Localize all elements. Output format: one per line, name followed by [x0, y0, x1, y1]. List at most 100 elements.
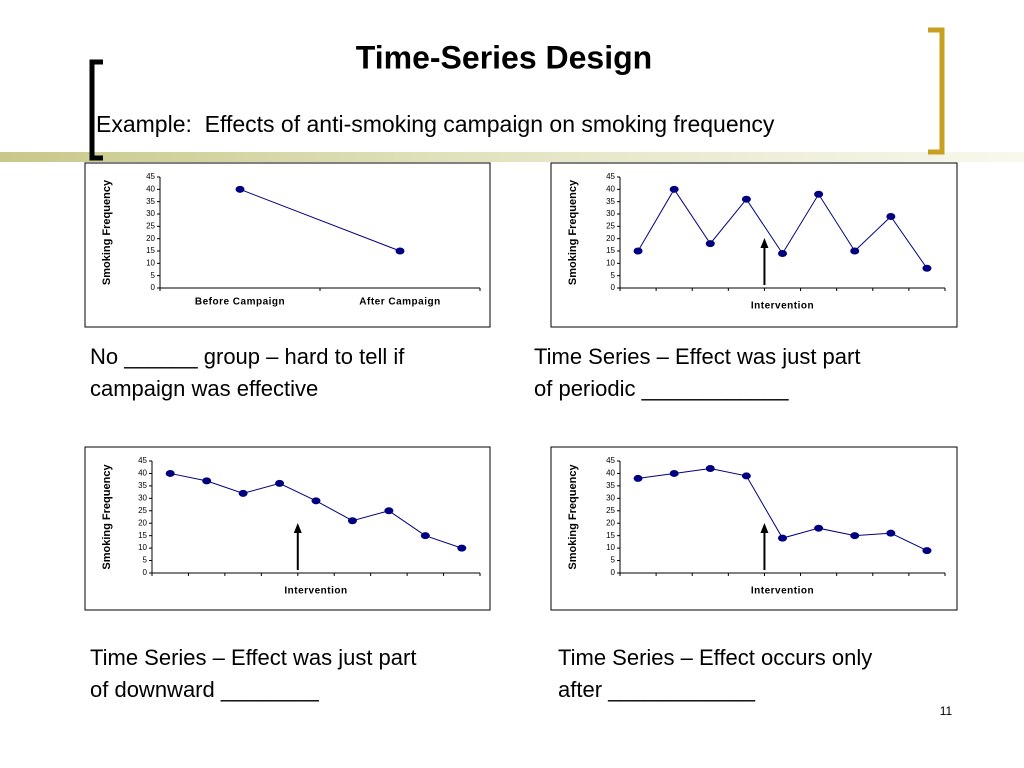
data-point	[705, 464, 715, 472]
y-tick-label: 15	[606, 246, 615, 255]
data-point	[814, 524, 824, 532]
data-point	[235, 185, 245, 193]
y-tick-label: 30	[606, 209, 615, 218]
data-point	[669, 185, 679, 193]
y-tick-label: 40	[606, 469, 615, 478]
header-bar	[0, 152, 1024, 162]
y-tick-label: 0	[151, 283, 156, 292]
y-tick-label: 0	[611, 283, 616, 292]
data-point	[922, 547, 932, 555]
data-point	[420, 532, 430, 540]
caption-line: after ____________	[558, 677, 756, 702]
y-tick-label: 5	[611, 271, 616, 280]
y-axis-label: Smoking Frequency	[567, 179, 579, 285]
right-bracket	[928, 27, 945, 155]
y-tick-label: 35	[146, 197, 155, 206]
y-axis-label: Smoking Frequency	[101, 179, 113, 285]
subtitle: Example: Effects of anti-smoking campaig…	[96, 111, 775, 137]
x-tick-label: After Campaign	[359, 297, 440, 308]
y-tick-label: 25	[138, 506, 147, 515]
caption-line: No ______ group – hard to tell if	[90, 344, 405, 369]
data-point	[741, 195, 751, 203]
data-point	[457, 544, 467, 552]
data-point	[384, 507, 394, 515]
y-tick-label: 45	[146, 172, 155, 181]
chart-frame	[550, 162, 958, 328]
y-tick-label: 15	[138, 531, 147, 540]
data-point	[886, 212, 896, 220]
y-tick-label: 5	[611, 556, 616, 565]
data-point	[741, 472, 751, 480]
data-point	[778, 249, 787, 257]
x-axis-label: Intervention	[751, 586, 814, 597]
y-tick-label: 20	[138, 518, 147, 527]
y-tick-label: 20	[606, 234, 615, 243]
y-tick-label: 25	[606, 221, 615, 230]
data-line	[239, 188, 401, 252]
data-point	[886, 529, 896, 537]
data-point	[705, 240, 715, 248]
title: Time-Series Design	[356, 39, 652, 75]
y-tick-label: 30	[606, 493, 615, 502]
chart-frame	[550, 446, 958, 611]
arrow-head	[760, 523, 769, 533]
y-tick-label: 35	[138, 481, 147, 490]
caption-line: campaign was effective	[90, 376, 318, 401]
y-tick-label: 0	[143, 568, 148, 577]
x-axis-label: Intervention	[751, 301, 814, 312]
data-point	[275, 479, 285, 487]
y-tick-label: 10	[606, 543, 615, 552]
y-axis-label: Smoking Frequency	[567, 464, 579, 570]
y-tick-label: 45	[606, 456, 615, 465]
x-tick-label: Before Campaign	[195, 297, 285, 308]
y-tick-label: 5	[143, 556, 148, 565]
x-axis-label: Intervention	[284, 586, 347, 597]
y-tick-label: 40	[146, 184, 155, 193]
y-tick-label: 35	[606, 197, 615, 206]
y-tick-label: 35	[606, 481, 615, 490]
y-tick-label: 30	[146, 209, 155, 218]
y-tick-label: 0	[611, 568, 616, 577]
arrow-head	[760, 238, 769, 248]
y-tick-label: 15	[146, 246, 155, 255]
y-tick-label: 5	[151, 271, 156, 280]
y-tick-label: 10	[146, 258, 155, 267]
data-point	[850, 247, 860, 255]
data-point	[814, 190, 824, 198]
caption-line: Time Series – Effect occurs only	[558, 645, 872, 670]
data-point	[850, 532, 860, 540]
y-tick-label: 25	[606, 506, 615, 515]
y-tick-label: 10	[606, 258, 615, 267]
y-tick-label: 20	[146, 234, 155, 243]
y-axis-label: Smoking Frequency	[101, 464, 113, 570]
y-tick-label: 10	[138, 543, 147, 552]
y-tick-label: 45	[606, 172, 615, 181]
data-point	[669, 469, 679, 477]
data-point	[778, 534, 787, 542]
y-tick-label: 40	[138, 469, 147, 478]
left-bracket	[89, 59, 103, 161]
y-tick-label: 15	[606, 531, 615, 540]
caption-line: of downward ________	[90, 677, 319, 702]
data-point	[633, 247, 643, 255]
caption-line: Time Series – Effect was just part	[90, 645, 416, 670]
data-point	[922, 264, 932, 272]
caption-line: of periodic ____________	[534, 376, 789, 401]
data-point	[395, 247, 405, 255]
arrow-head	[293, 523, 302, 533]
data-point	[633, 474, 643, 482]
y-tick-label: 40	[606, 184, 615, 193]
page-number: 11	[940, 704, 953, 718]
caption-line: Time Series – Effect was just part	[534, 344, 860, 369]
y-tick-label: 20	[606, 518, 615, 527]
y-tick-label: 30	[138, 493, 147, 502]
data-point	[311, 497, 321, 505]
data-point	[202, 477, 212, 485]
data-point	[347, 517, 357, 525]
data-point	[165, 469, 175, 477]
chart-frame	[84, 162, 491, 328]
y-tick-label: 25	[146, 221, 155, 230]
data-point	[238, 489, 248, 497]
y-tick-label: 45	[138, 456, 147, 465]
